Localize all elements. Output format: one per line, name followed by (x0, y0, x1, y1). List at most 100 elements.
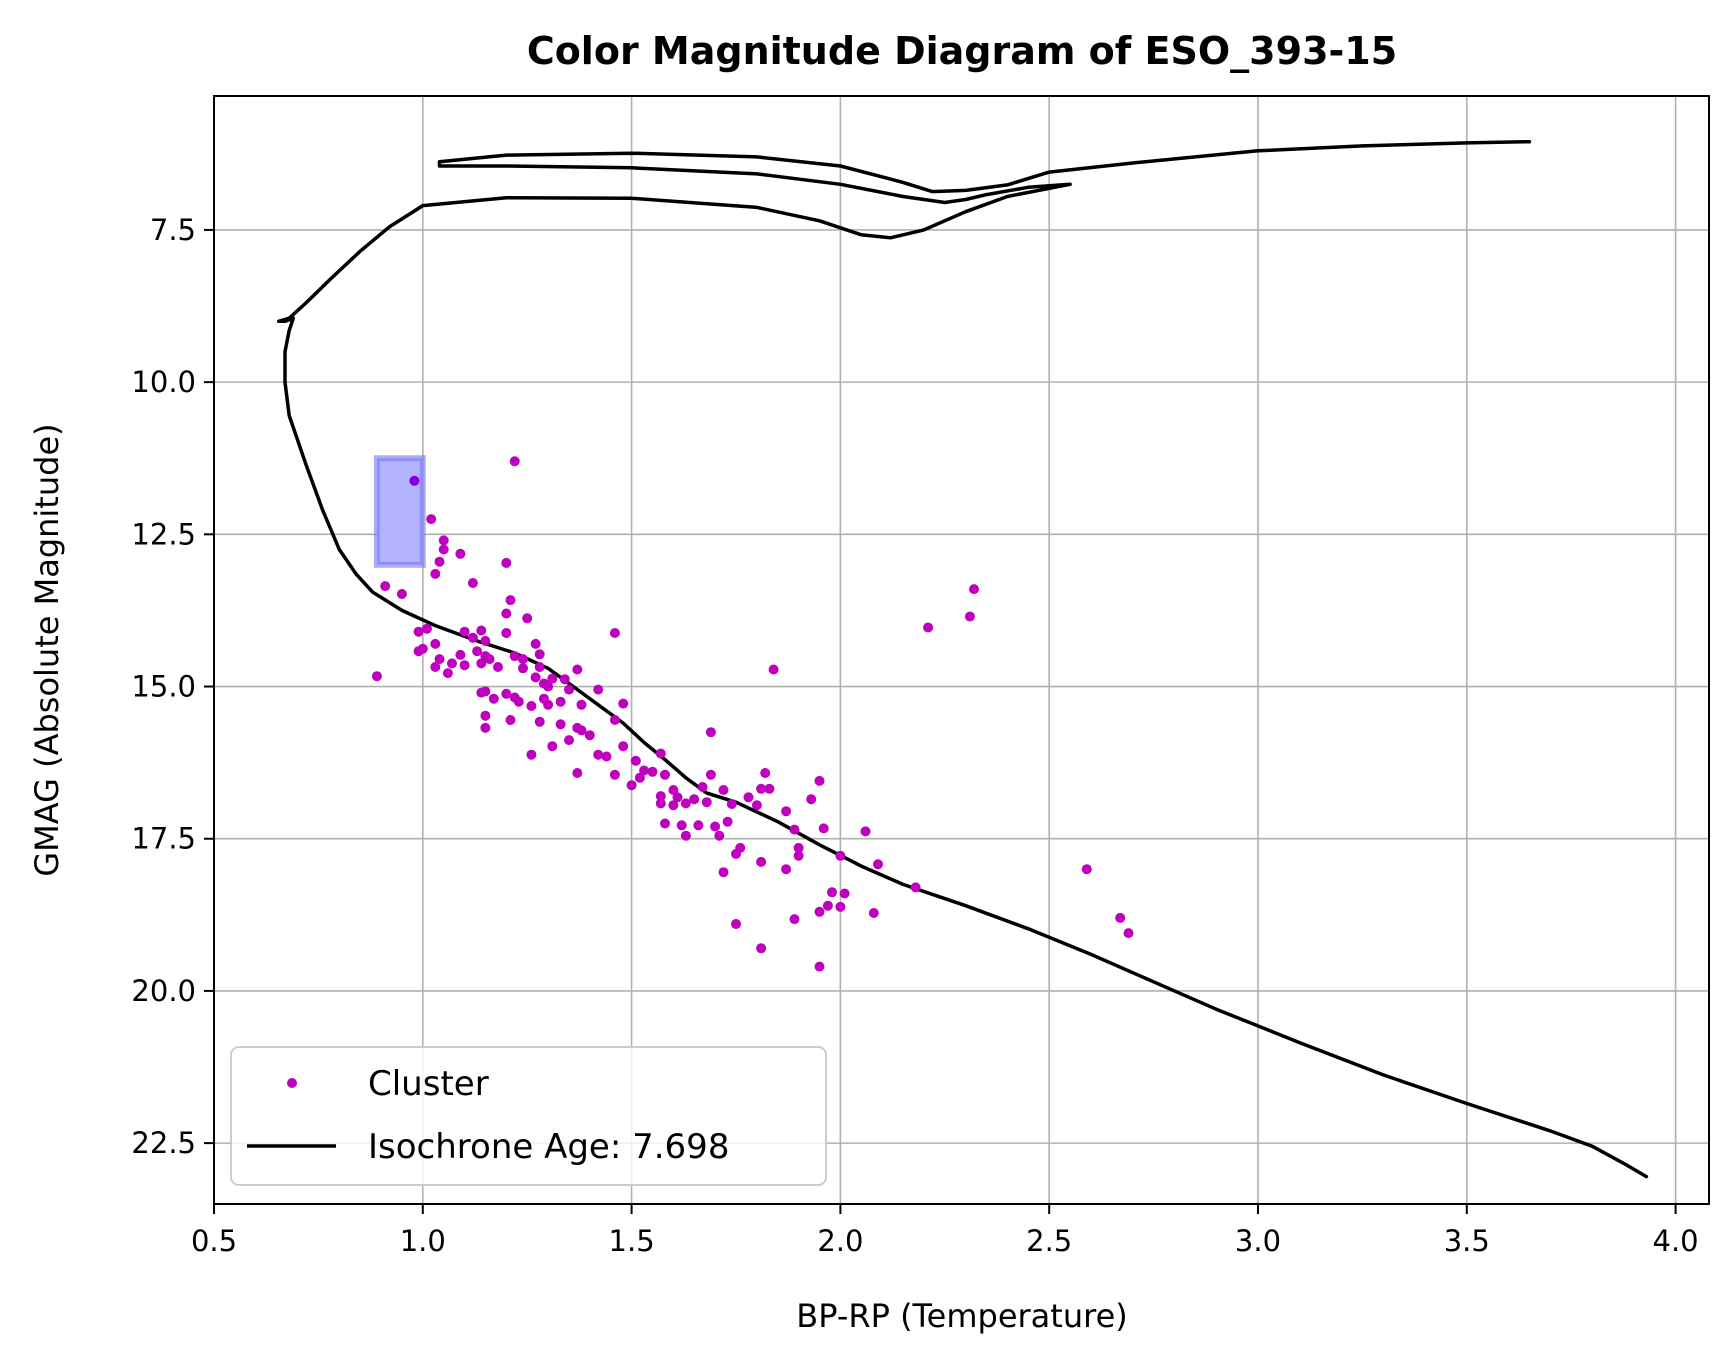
cluster-point (476, 687, 487, 698)
cluster-point (559, 674, 570, 685)
cluster-point (668, 800, 679, 811)
cluster-point (380, 581, 391, 592)
highlight-box (373, 455, 426, 568)
cluster-point (789, 914, 800, 925)
cluster-point (718, 867, 729, 878)
cluster-point (751, 800, 762, 811)
x-tick-label: 4.0 (1653, 1224, 1699, 1258)
cluster-point (593, 684, 604, 695)
cluster-point (672, 792, 683, 803)
y-tick-label: 15.0 (131, 670, 196, 704)
cluster-point (505, 595, 516, 606)
cluster-point (789, 824, 800, 835)
x-axis-label: BP-RP (Temperature) (796, 1297, 1127, 1335)
cluster-point (647, 766, 658, 777)
cluster-point (484, 654, 495, 665)
cluster-point (756, 783, 767, 794)
cluster-point (447, 658, 457, 669)
cluster-point (455, 548, 466, 559)
cluster-point (434, 556, 445, 567)
cluster-point (442, 668, 453, 679)
cluster-point (818, 823, 829, 834)
x-tick-label: 3.5 (1444, 1224, 1490, 1258)
cluster-point (756, 856, 767, 867)
legend-cluster-marker (287, 1078, 297, 1088)
legend-cluster-label: Cluster (368, 1064, 489, 1104)
y-tick-label: 22.5 (131, 1126, 196, 1160)
cluster-point (860, 826, 871, 837)
cluster-point (467, 632, 478, 643)
cluster-point (534, 716, 545, 727)
cluster-point (1081, 864, 1092, 875)
cluster-point (1115, 912, 1126, 923)
x-tick-label: 0.5 (191, 1224, 237, 1258)
cluster-point (564, 735, 574, 746)
x-tick-label: 2.0 (817, 1224, 863, 1258)
cluster-point (513, 696, 524, 707)
cluster-point (814, 775, 825, 786)
cluster-point (835, 901, 846, 912)
cluster-point (964, 611, 975, 622)
cluster-point (543, 699, 554, 710)
cluster-point (639, 765, 650, 776)
cluster-point (459, 660, 470, 671)
cluster-point (584, 730, 595, 741)
cluster-point (505, 715, 516, 725)
cluster-point (814, 961, 825, 972)
cluster-point (555, 719, 566, 730)
highlight-region (373, 455, 426, 568)
cluster-point (764, 783, 775, 794)
x-tick-label: 2.5 (1026, 1224, 1072, 1258)
y-axis-label: GMAG (Absolute Magnitude) (28, 423, 66, 876)
legend: Cluster Isochrone Age: 7.698 (230, 1046, 827, 1186)
cluster-point (413, 646, 424, 657)
cluster-point (526, 701, 537, 711)
cluster-point (760, 768, 771, 778)
cluster-point (722, 816, 733, 827)
y-tick-label: 10.0 (131, 365, 196, 399)
legend-isochrone-label: Isochrone Age: 7.698 (368, 1127, 729, 1167)
cluster-point (509, 651, 520, 662)
cluster-point (827, 887, 837, 898)
cluster-point (781, 806, 792, 817)
cluster-point (593, 749, 604, 760)
cluster-point (609, 628, 620, 638)
y-tick-label: 20.0 (131, 974, 196, 1008)
cluster-point (726, 799, 737, 809)
cluster-point (564, 684, 574, 695)
cluster-point (660, 769, 670, 780)
grid (213, 96, 1709, 1204)
cluster-point (689, 794, 700, 805)
cluster-point (655, 791, 666, 802)
cluster-point (572, 664, 583, 675)
cluster-point (814, 906, 825, 917)
cluster-point (609, 715, 620, 725)
cluster-point (555, 696, 566, 707)
cluster-point (705, 727, 716, 738)
cluster-point (530, 638, 541, 649)
x-tick-label: 1.5 (609, 1224, 655, 1258)
cluster-point (434, 654, 445, 665)
cluster-point (438, 544, 449, 555)
cluster-point (476, 625, 487, 636)
cluster-point (522, 613, 533, 624)
cluster-point (396, 589, 407, 599)
cluster-point (534, 662, 545, 672)
plot-frame (213, 95, 1710, 1205)
cluster-point (793, 850, 804, 861)
cluster-point (731, 848, 741, 859)
cluster-point (768, 664, 779, 675)
cluster-point (371, 671, 382, 682)
cluster-point (714, 830, 725, 841)
cluster-point (697, 782, 708, 792)
cluster-point (518, 663, 528, 674)
cluster-point (680, 830, 691, 841)
cluster-point (793, 842, 804, 853)
cluster-point (822, 900, 833, 911)
cluster-point (756, 943, 767, 954)
cluster-point (430, 568, 441, 579)
cluster-point (459, 626, 470, 637)
cluster-point (547, 673, 558, 684)
cluster-point (572, 768, 583, 778)
cluster-point (655, 748, 666, 759)
